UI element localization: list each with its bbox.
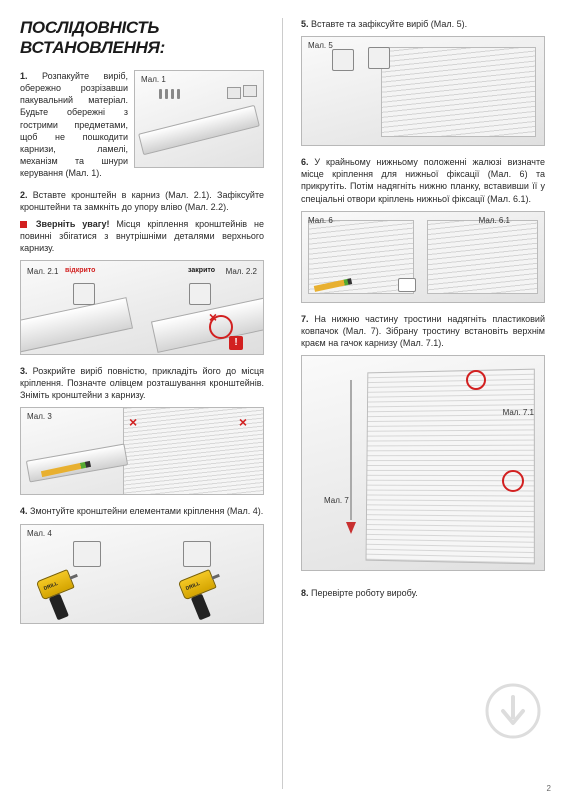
bracket-icon bbox=[73, 541, 101, 567]
page-title: ПОСЛІДОВНІСТЬ ВСТАНОВЛЕННЯ: bbox=[20, 18, 264, 58]
step-3-body: Розкрийте виріб повністю, прикладіть йог… bbox=[20, 366, 264, 400]
drill-icon: DRILL bbox=[178, 567, 230, 623]
figure-2-2-label: Мал. 2.2 bbox=[226, 267, 257, 276]
step-2-text: 2. Вставте кронштейн в карниз (Мал. 2.1)… bbox=[20, 189, 264, 213]
warning-icon: ! bbox=[229, 336, 243, 350]
bracket-icon bbox=[332, 49, 354, 71]
step-8-num: 8. bbox=[301, 588, 309, 598]
step-4-text: 4. Змонтуйте кронштейни елементами кріпл… bbox=[20, 505, 264, 517]
rail-right-icon bbox=[151, 297, 264, 353]
bracket-closed-icon bbox=[189, 283, 211, 305]
detail-circle-icon bbox=[502, 470, 524, 492]
column-divider bbox=[282, 18, 283, 789]
bottom-clip-icon bbox=[398, 278, 416, 292]
watermark-icon bbox=[485, 683, 541, 739]
step-2: 2. Вставте кронштейн в карниз (Мал. 2.1)… bbox=[20, 189, 264, 355]
step-3-num: 3. bbox=[20, 366, 28, 376]
bracket-icon bbox=[183, 541, 211, 567]
step-1-num: 1. bbox=[20, 71, 28, 81]
step-7: 7. На нижню частину тростини надягніть п… bbox=[301, 313, 545, 571]
bracket-icon bbox=[368, 47, 390, 69]
figure-4-label: Мал. 4 bbox=[27, 529, 52, 538]
figure-4: Мал. 4 DRILL DRILL bbox=[20, 524, 264, 624]
step-5-num: 5. bbox=[301, 19, 309, 29]
detail-circle-icon bbox=[466, 370, 486, 390]
figure-6: Мал. 6 Мал. 6.1 bbox=[301, 211, 545, 303]
step-5-text: 5. Вставте та зафіксуйте виріб (Мал. 5). bbox=[301, 18, 545, 30]
figure-6-1-label: Мал. 6.1 bbox=[479, 216, 510, 225]
step-7-body: На нижню частину тростини надягніть плас… bbox=[301, 314, 545, 348]
step-3-text: 3. Розкрийте виріб повністю, прикладіть … bbox=[20, 365, 264, 401]
x-mark-icon: × bbox=[239, 414, 247, 430]
figure-5-label: Мал. 5 bbox=[308, 41, 333, 50]
step-6-num: 6. bbox=[301, 157, 309, 167]
rail-left-icon bbox=[20, 297, 133, 353]
x-mark-icon: × bbox=[129, 414, 137, 430]
step-1-body: Розпакуйте виріб, обережно розрізавши па… bbox=[20, 71, 128, 178]
figure-7: Мал. 7 Мал. 7.1 bbox=[301, 355, 545, 571]
step-1-text: 1. Розпакуйте виріб, обережно розрізавши… bbox=[20, 70, 128, 179]
blinds-full-icon bbox=[366, 369, 535, 565]
warning-label: Зверніть увагу! bbox=[36, 219, 110, 229]
figure-3: Мал. 3 × × bbox=[20, 407, 264, 495]
step-2-num: 2. bbox=[20, 190, 28, 200]
figure-6-label: Мал. 6 bbox=[308, 216, 333, 225]
warning-square-icon bbox=[20, 221, 27, 228]
step-8: 8. Перевірте роботу виробу. bbox=[301, 587, 545, 599]
bracket-open-icon bbox=[73, 283, 95, 305]
step-5: 5. Вставте та зафіксуйте виріб (Мал. 5).… bbox=[301, 18, 545, 146]
figure-2-1-label: Мал. 2.1 bbox=[27, 267, 58, 276]
step-7-text: 7. На нижню частину тростини надягніть п… bbox=[301, 313, 545, 349]
drill-icon: DRILL bbox=[36, 567, 88, 623]
figure-3-label: Мал. 3 bbox=[27, 412, 52, 421]
blinds-right-icon bbox=[427, 220, 538, 294]
step-4: 4. Змонтуйте кронштейни елементами кріпл… bbox=[20, 505, 264, 623]
figure-7-1-label: Мал. 7.1 bbox=[503, 408, 534, 417]
step-2-warning: Зверніть увагу! Місця кріплення кронштей… bbox=[20, 218, 264, 254]
step-3: 3. Розкрийте виріб повністю, прикладіть … bbox=[20, 365, 264, 495]
figure-1: Мал. 1 bbox=[134, 70, 264, 168]
wand-tip-icon bbox=[346, 522, 356, 534]
figure-7-label: Мал. 7 bbox=[324, 496, 349, 505]
left-column: ПОСЛІДОВНІСТЬ ВСТАНОВЛЕННЯ: 1. Розпакуйт… bbox=[20, 18, 264, 789]
step-7-num: 7. bbox=[301, 314, 309, 324]
wand-icon bbox=[350, 380, 352, 520]
step-8-text: 8. Перевірте роботу виробу. bbox=[301, 587, 545, 599]
right-column: 5. Вставте та зафіксуйте виріб (Мал. 5).… bbox=[301, 18, 545, 789]
step-2-body: Вставте кронштейн в карниз (Мал. 2.1). З… bbox=[20, 190, 264, 212]
screws-icon bbox=[159, 89, 180, 99]
step-8-body: Перевірте роботу виробу. bbox=[311, 588, 418, 598]
figure-2: Мал. 2.1 Мал. 2.2 відкрито закрито × ! bbox=[20, 260, 264, 355]
instruction-page: ПОСЛІДОВНІСТЬ ВСТАНОВЛЕННЯ: 1. Розпакуйт… bbox=[0, 0, 565, 799]
headrail-icon bbox=[138, 105, 260, 155]
step-6: 6. У крайньому нижньому положенні жалюзі… bbox=[301, 156, 545, 303]
bracket-icon bbox=[243, 85, 257, 97]
page-number: 2 bbox=[547, 784, 551, 793]
blinds-icon bbox=[381, 47, 536, 137]
step-1: 1. Розпакуйте виріб, обережно розрізавши… bbox=[20, 70, 264, 179]
step-5-body: Вставте та зафіксуйте виріб (Мал. 5). bbox=[311, 19, 467, 29]
step-6-text: 6. У крайньому нижньому положенні жалюзі… bbox=[301, 156, 545, 205]
step-4-num: 4. bbox=[20, 506, 28, 516]
step-4-body: Змонтуйте кронштейни елементами кріпленн… bbox=[30, 506, 263, 516]
bracket-icon bbox=[227, 87, 241, 99]
closed-tag: закрито bbox=[188, 267, 215, 274]
x-mark-icon: × bbox=[209, 309, 217, 325]
figure-5: Мал. 5 bbox=[301, 36, 545, 146]
figure-1-label: Мал. 1 bbox=[141, 75, 166, 84]
step-6-body: У крайньому нижньому положенні жалюзі ви… bbox=[301, 157, 545, 203]
open-tag: відкрито bbox=[65, 267, 95, 274]
